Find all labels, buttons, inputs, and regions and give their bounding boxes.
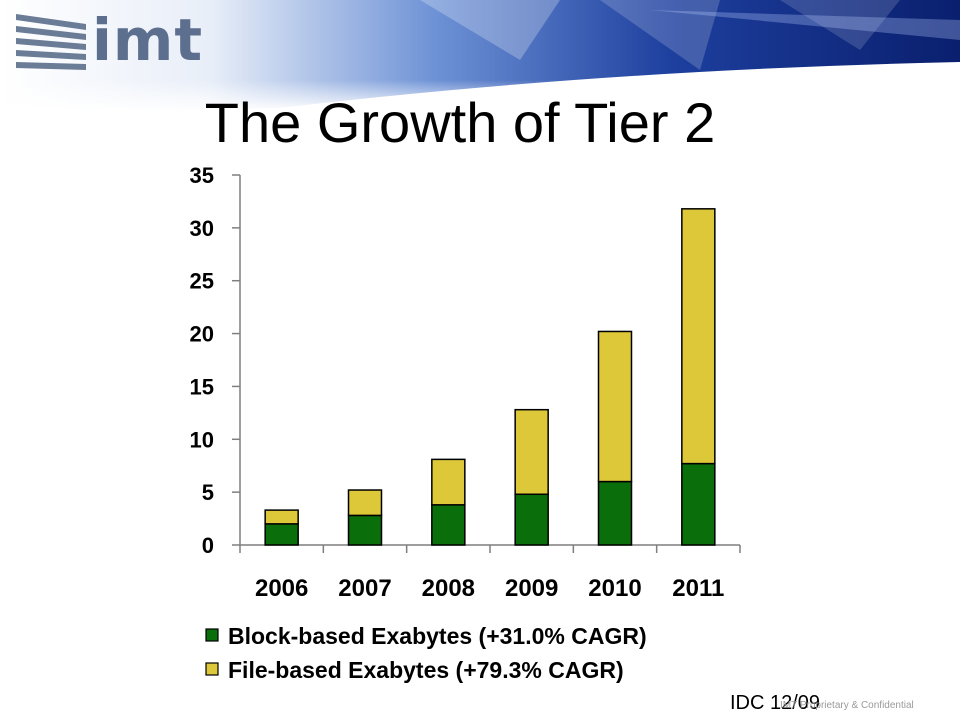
x-tick-label: 2009 — [505, 575, 558, 602]
x-tick-label: 2007 — [338, 575, 391, 602]
y-tick-label: 30 — [190, 216, 214, 241]
bar-block — [347, 514, 383, 546]
logo-wordmark: imt — [92, 6, 204, 74]
y-tick-label: 10 — [190, 427, 214, 452]
x-tick-label: 2011 — [672, 575, 724, 602]
bar-block — [514, 493, 549, 546]
y-tick-label: 15 — [190, 374, 214, 399]
y-tick-label: 35 — [190, 163, 214, 188]
x-tick-label: 2008 — [422, 575, 475, 602]
page-title: The Growth of Tier 2 — [204, 91, 716, 154]
confidential-footer: IMT Proprietary & Confidential — [780, 700, 914, 711]
y-tick-label: 0 — [202, 533, 214, 558]
x-tick-label: 2010 — [588, 575, 641, 602]
x-tick-label: 2006 — [255, 575, 308, 602]
bar-block — [264, 523, 299, 546]
legend-swatch-block — [205, 628, 219, 642]
y-tick-label: 5 — [202, 480, 214, 505]
bar-file — [264, 509, 299, 525]
bar-file — [347, 489, 383, 517]
logo-mark-icon — [16, 14, 86, 70]
y-tick-label: 20 — [190, 322, 214, 347]
bar-block — [597, 480, 633, 546]
bar-file — [431, 458, 466, 506]
bar-file — [514, 408, 549, 496]
legend-label-file: File-based Exabytes (+79.3% CAGR) — [228, 657, 624, 683]
header-banner — [0, 0, 960, 112]
legend-swatch-file — [205, 662, 219, 676]
bar-file — [597, 330, 633, 483]
bar-block — [681, 462, 716, 546]
source-note: IDC 12/09 — [730, 692, 821, 714]
bar-file — [681, 208, 716, 465]
legend-label-block: Block-based Exabytes (+31.0% CAGR) — [228, 623, 647, 649]
bar-block — [431, 504, 466, 546]
y-tick-label: 25 — [190, 269, 214, 294]
